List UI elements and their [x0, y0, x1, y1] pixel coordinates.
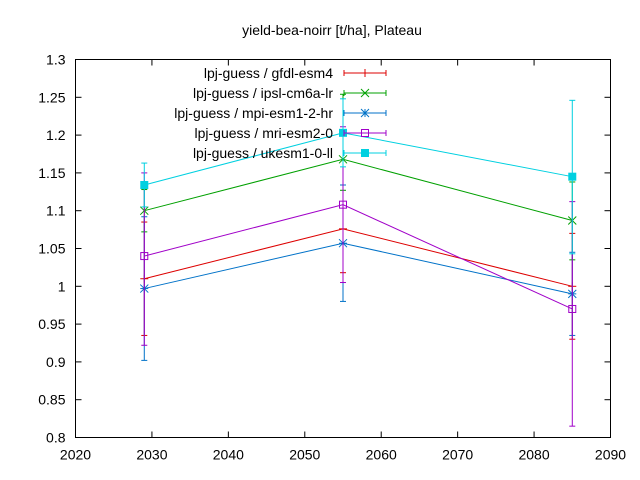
y-tick-label: 1.3 — [46, 52, 66, 68]
data-point — [339, 200, 347, 209]
x-tick-label: 2060 — [366, 447, 397, 463]
y-tick-label: 1 — [58, 278, 66, 294]
data-point-box — [568, 304, 577, 313]
legend-label: lpj-guess / ukesm1-0-ll — [193, 145, 333, 161]
legend-marker-box — [361, 149, 369, 157]
x-tick-label: 2070 — [442, 447, 473, 463]
data-point — [140, 252, 149, 261]
data-point-box — [339, 200, 347, 209]
x-tick-label: 2020 — [60, 447, 91, 463]
y-tick-label: 1.05 — [38, 241, 65, 257]
data-point-box — [568, 172, 577, 181]
y-tick-label: 1.2 — [46, 127, 66, 143]
legend-label: lpj-guess / mpi-esm1-2-hr — [174, 105, 333, 121]
series-line-1 — [144, 228, 573, 287]
data-point — [568, 172, 577, 181]
x-tick-label: 2080 — [518, 447, 549, 463]
legend-marker — [361, 129, 369, 137]
y-tick-label: 0.95 — [38, 316, 65, 332]
y-tick-label: 1.25 — [38, 89, 65, 105]
x-tick-label: 2030 — [136, 447, 167, 463]
plot-frame — [75, 59, 611, 438]
plot-area: 2020 2030 2040 2050 2060 2070 2080 2090 0.8 0.85 0… — [38, 52, 626, 463]
legend-marker — [360, 88, 370, 98]
x-tick-label: 2090 — [595, 447, 626, 463]
legend-label: lpj-guess / ipsl-cm6a-lr — [193, 85, 333, 101]
series-line-3 — [144, 242, 573, 295]
y-tick-label: 1.1 — [46, 203, 66, 219]
legend-marker — [361, 149, 369, 157]
legend-marker — [361, 69, 369, 77]
x-tick-label: 2040 — [213, 447, 244, 463]
y-tick-label: 1.15 — [38, 165, 65, 181]
legend-label: lpj-guess / mri-esm2-0 — [195, 125, 334, 141]
legend-marker-stroke — [360, 88, 370, 98]
legend-marker — [360, 108, 370, 118]
y-tick-label: 0.85 — [38, 392, 65, 408]
legend-label: lpj-guess / gfdl-esm4 — [204, 65, 333, 81]
series-line-4 — [144, 204, 573, 310]
data-point-box — [140, 180, 149, 189]
legend-marker-stroke — [360, 108, 370, 118]
chart-title: yield-bea-noirr [t/ha], Plateau — [242, 22, 422, 38]
legend-marker-box — [361, 129, 369, 137]
data-point — [140, 180, 149, 189]
data-point — [568, 304, 577, 313]
x-tick-label: 2050 — [289, 447, 320, 463]
y-tick-label: 0.9 — [46, 354, 66, 370]
data-point-box — [140, 252, 149, 261]
y-tick-label: 0.8 — [46, 430, 66, 446]
